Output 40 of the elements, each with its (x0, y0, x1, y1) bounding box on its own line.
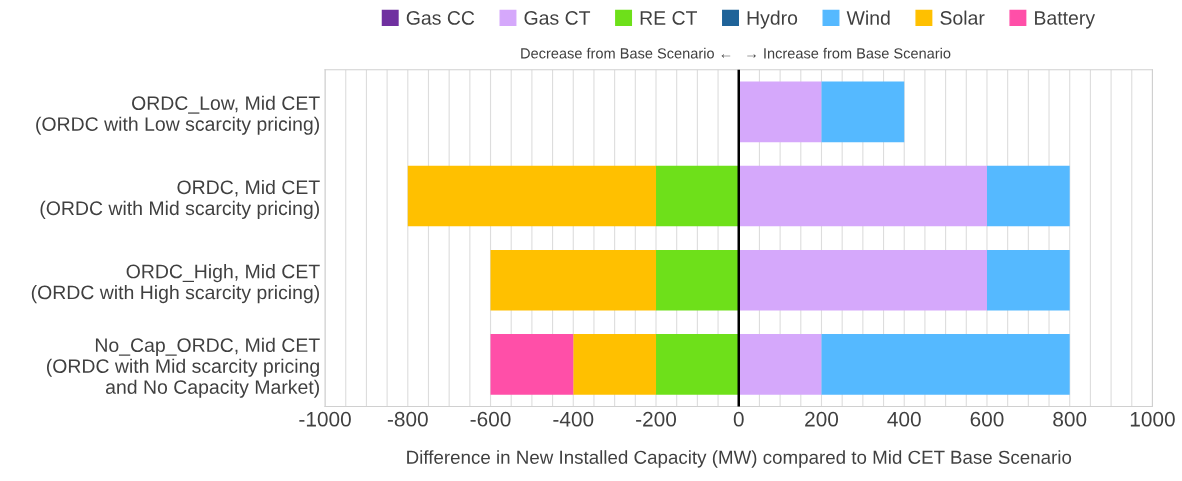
x-tick-label: 400 (887, 411, 921, 427)
bar (986, 249, 1070, 311)
x-tick-label: 0 (733, 411, 744, 427)
x-tick-label: 600 (970, 411, 1004, 427)
legend-label: Wind (846, 10, 890, 25)
bar (821, 81, 905, 143)
legend-label: Battery (1035, 11, 1096, 29)
bar (738, 81, 822, 143)
y-tick-label: ORDC_Low, Mid CET (ORDC with Low scarcity pricing) (36, 95, 320, 135)
legend-label: Solar (940, 10, 985, 25)
bar (986, 165, 1070, 227)
legend-label: Hydro (747, 10, 798, 29)
x-tick-label: -1000 (299, 411, 351, 427)
text: → Increase from Base Scenario (747, 47, 951, 59)
x-tick-label: -600 (470, 411, 511, 427)
y-tick-label: No_Cap_ORDC, Mid CET (ORDC with Mid scarcity pricing and No Capacity Market) (46, 337, 320, 398)
x-tick-label: -800 (387, 411, 428, 427)
y-tick-label: ORDC, Mid CET (ORDC with Mid scarcity pricing) (40, 179, 320, 219)
legend-label: Gas CC (406, 11, 475, 25)
bar (656, 165, 739, 227)
text: Decrease from Base Scenario ← (521, 47, 731, 59)
x-axis-title: Difference in New Installed Capacity (MW) compared to Mid CET Base Scenario (407, 450, 1072, 468)
bar (738, 334, 822, 395)
x-tick-label: 1000 (1130, 411, 1175, 427)
bar (490, 249, 657, 311)
bar (738, 249, 987, 311)
bar (656, 249, 739, 311)
legend-label: Gas CT (524, 11, 591, 25)
bar (656, 334, 739, 395)
x-tick-label: -200 (636, 411, 677, 427)
bar (490, 334, 574, 395)
bar (407, 165, 657, 227)
y-tick-label: ORDC_High, Mid CET (ORDC with High scarcity pricing) (31, 264, 320, 304)
x-tick-label: -400 (553, 411, 594, 427)
x-tick-label: 200 (805, 411, 839, 427)
legend-label: RE CT (640, 11, 698, 25)
x-tick-label: 800 (1053, 411, 1087, 427)
bar (573, 334, 657, 395)
bar (738, 165, 987, 227)
bar (821, 334, 1070, 395)
